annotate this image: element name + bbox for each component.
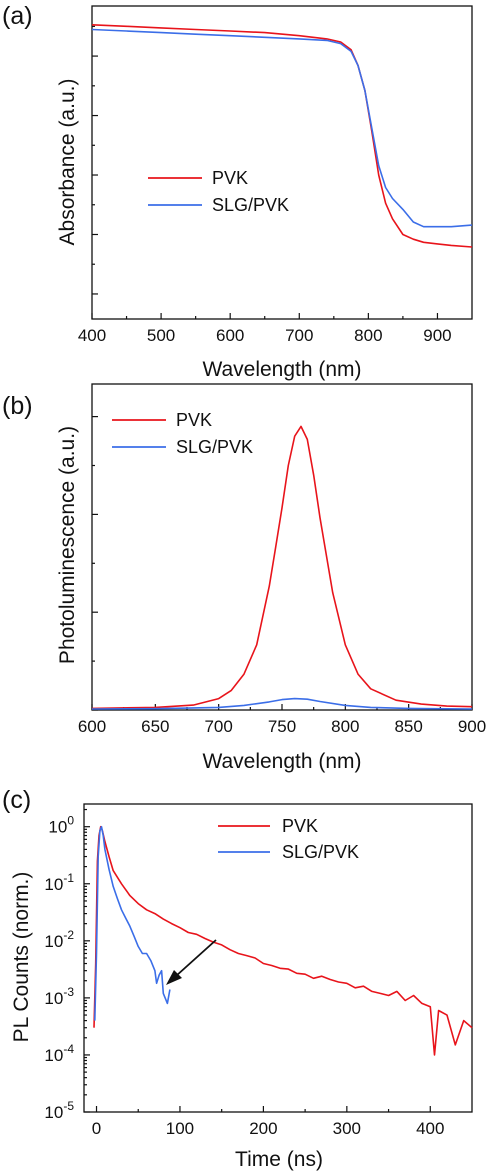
panel-c-y-tick-label-0: 100: [48, 814, 74, 837]
panel-b-legend: PVK SLG/PVK: [112, 410, 253, 457]
panel-c-arrow-shaft: [175, 939, 217, 977]
panel-b-plot-frame: [91, 383, 473, 711]
panel-a-plot-frame: [91, 5, 473, 320]
panel-b-x-axis-title: Wavelength (nm): [202, 750, 361, 773]
panel-c-series-line-pvk: [93, 825, 473, 1056]
panel-a-x-tick-label-700: 700: [285, 326, 313, 345]
panel-c-y-tick-label-4: 10-4: [44, 1042, 74, 1065]
panel-b-y-axis-title: Photoluminescence (a.u.): [56, 426, 79, 664]
panel-b: (b) 600 650 700 750 800 850 900 Wavelength (nm…: [2, 383, 486, 773]
panel-b-legend-label-pvk: PVK: [176, 410, 212, 430]
panel-a-x-tick-label-900: 900: [423, 326, 451, 345]
panel-a-x-ticks: 400 500 600 700 800 900: [78, 313, 452, 345]
panel-c-x-tick-label-200: 200: [249, 1119, 277, 1138]
panel-c-x-tick-label-300: 300: [333, 1119, 361, 1138]
panel-b-series-line-pvk: [91, 425, 473, 710]
panel-a-x-tick-label-400: 400: [78, 326, 106, 345]
panel-a-y-axis-title: Absorbance (a.u.): [56, 79, 79, 246]
panel-b-legend-label-slg-pvk: SLG/PVK: [176, 437, 253, 457]
panel-c-y-tick-label-1: 10-1: [44, 871, 74, 894]
panel-c-label: (c): [2, 786, 31, 814]
panel-b-label: (b): [2, 392, 33, 420]
panel-b-x-tick-label-850: 850: [394, 717, 422, 736]
panel-c-y-axis-title: PL Counts (norm.): [10, 872, 33, 1043]
panel-c-y-tick-base: 10: [44, 1103, 63, 1122]
panel-b-x-tick-label-600: 600: [78, 717, 106, 736]
panel-c-y-tick-label-2: 10-2: [44, 928, 74, 951]
panel-b-series-line-slg-pvk: [91, 697, 473, 710]
panel-c-arrow-head: [166, 970, 182, 985]
panel-b-x-tick-label-800: 800: [331, 717, 359, 736]
panel-a-label: (a): [2, 2, 33, 30]
panel-c-plot-frame: [83, 803, 473, 1113]
panel-c-series-lines: [93, 825, 473, 1056]
panel-b-y-ticks: [92, 416, 98, 711]
panel-b-x-ticks: 600 650 700 750 800 850 900: [78, 704, 486, 736]
panel-b-x-tick-label-650: 650: [141, 717, 169, 736]
panel-c-annotation-arrow: [166, 939, 217, 985]
panel-c-legend-label-pvk: PVK: [282, 816, 318, 836]
panel-c-y-tick-base: 10: [44, 875, 63, 894]
panel-a-legend-label-pvk: PVK: [212, 168, 248, 188]
panel-b-x-tick-label-900: 900: [458, 717, 486, 736]
panel-a-legend-label-slg-pvk: SLG/PVK: [212, 195, 289, 215]
panel-c-legend-label-slg-pvk: SLG/PVK: [282, 842, 359, 862]
panel-c-y-tick-exponent: -5: [63, 1099, 74, 1113]
panel-c-y-tick-exponent: -1: [63, 871, 74, 885]
panel-c-y-tick-exponent: 0: [67, 814, 74, 828]
panel-c-x-axis-title: Time (ns): [235, 1148, 323, 1171]
panel-b-x-tick-label-750: 750: [268, 717, 296, 736]
panel-a-x-tick-label-500: 500: [147, 326, 175, 345]
panel-b-series-lines: [91, 425, 473, 710]
panel-c-series-line-slg-pvk: [94, 825, 171, 1021]
panel-a-series-lines: [91, 24, 473, 248]
panel-c-y-tick-exponent: -4: [63, 1042, 74, 1056]
panel-a-x-axis-title: Wavelength (nm): [202, 358, 361, 381]
panel-c-y-tick-exponent: -2: [63, 928, 74, 942]
panel-c-y-tick-exponent: -3: [63, 985, 74, 999]
panel-c-x-tick-label-0: 0: [92, 1119, 101, 1138]
panel-c-x-ticks: 0 100 200 300 400: [92, 1106, 444, 1138]
panel-c-y-tick-label-3: 10-3: [44, 985, 74, 1008]
panel-a-series-line-slg-pvk: [91, 28, 473, 228]
panel-b-x-tick-label-700: 700: [204, 717, 232, 736]
panel-a-x-tick-label-600: 600: [216, 326, 244, 345]
panel-a: (a) 400 500 600 700 800 900 Wavelength (nm) A…: [2, 2, 473, 381]
panel-c-y-tick-base: 10: [44, 1046, 63, 1065]
panel-a-x-tick-label-800: 800: [354, 326, 382, 345]
panel-c-y-tick-label-5: 10-5: [44, 1099, 74, 1122]
panel-c-y-tick-base: 10: [48, 818, 67, 837]
panel-a-y-ticks: [92, 25, 98, 295]
panel-c-y-tick-base: 10: [44, 989, 63, 1008]
panel-c-x-tick-label-100: 100: [166, 1119, 194, 1138]
panel-c-legend: PVK SLG/PVK: [218, 816, 359, 862]
panel-c-x-tick-label-400: 400: [416, 1119, 444, 1138]
panel-a-legend: PVK SLG/PVK: [148, 168, 289, 215]
panel-c-y-tick-base: 10: [44, 932, 63, 951]
